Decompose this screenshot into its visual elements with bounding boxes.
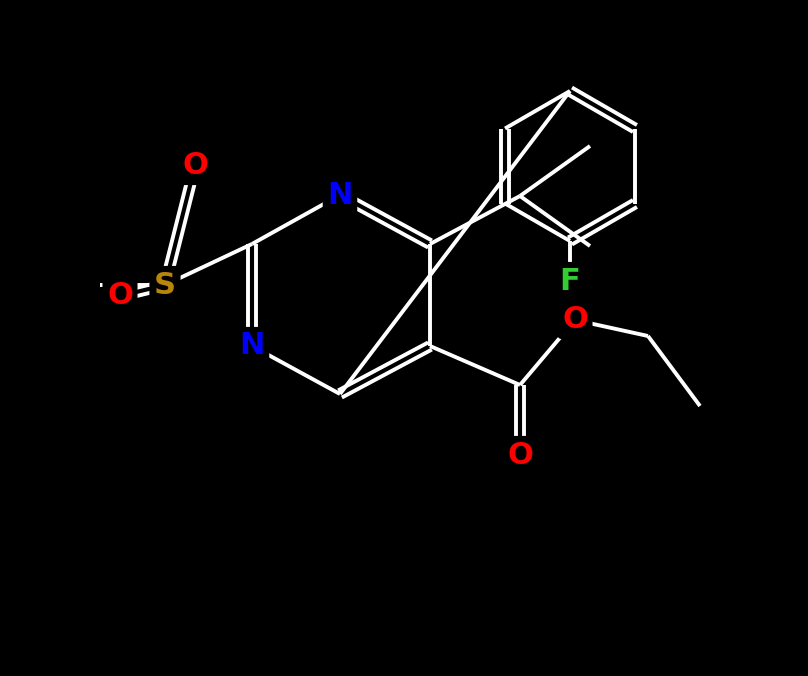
Text: N: N bbox=[327, 180, 352, 210]
Text: F: F bbox=[560, 266, 580, 295]
Text: O: O bbox=[107, 281, 133, 310]
Text: O: O bbox=[182, 151, 208, 180]
Text: N: N bbox=[239, 331, 265, 360]
Text: S: S bbox=[154, 270, 176, 299]
Text: O: O bbox=[562, 306, 588, 335]
Text: O: O bbox=[507, 441, 533, 470]
